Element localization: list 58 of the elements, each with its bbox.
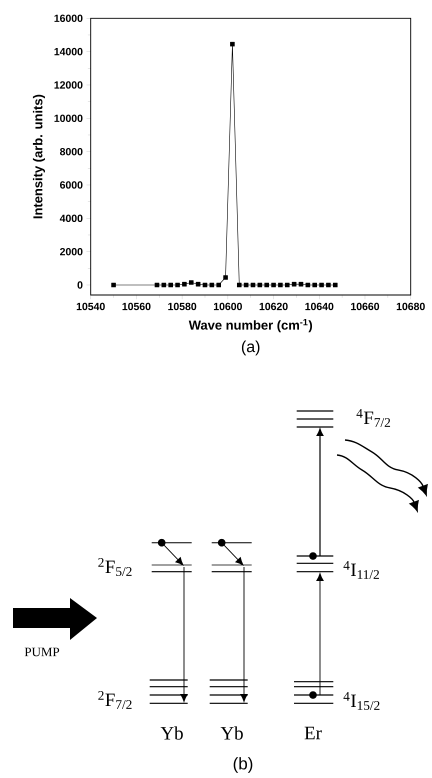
y-tick-label: 16000 [54, 14, 82, 22]
text: $^{2}$F$_{5/2}$ [98, 558, 132, 576]
y-axis-title: Intensity (arb. units) [32, 94, 45, 218]
y-tick-label: 0 [78, 281, 82, 289]
point [162, 282, 166, 288]
point [332, 282, 338, 288]
point [319, 282, 324, 288]
point [188, 280, 194, 285]
text: $^{4}$I$_{11/2}$ [343, 561, 379, 579]
point [284, 282, 290, 288]
x-tick-label: 10580 [168, 302, 196, 310]
x-tick-label: 10640 [305, 302, 334, 310]
y-tick-label: 8000 [60, 148, 82, 156]
point [236, 282, 242, 288]
point [306, 282, 310, 288]
x-tick-label: 10620 [260, 302, 288, 310]
point [111, 282, 116, 288]
text: Yb [160, 726, 183, 740]
x-tick-label: 10560 [122, 302, 151, 310]
y-tick-label: 12000 [54, 81, 82, 89]
x-axis-title: Wave number (cm$^{-1}$) [188, 319, 312, 332]
point [264, 282, 270, 288]
text: Yb [220, 726, 243, 740]
point [278, 282, 283, 288]
point [292, 282, 296, 286]
x-tick-label: 10540 [76, 302, 105, 310]
point [230, 42, 235, 46]
point [298, 282, 304, 286]
point [216, 282, 222, 288]
point [250, 282, 256, 288]
text: $^{4}$F$_{7/2}$ [356, 409, 390, 427]
point [258, 282, 262, 288]
y-tick-label: 14000 [54, 48, 82, 56]
point [223, 275, 228, 280]
point [168, 282, 174, 288]
point [210, 282, 214, 288]
point [271, 282, 276, 288]
text: Er [304, 726, 322, 740]
point [312, 282, 318, 288]
point [202, 282, 208, 288]
y-tick-label: 6000 [60, 181, 82, 189]
text: $^{2}$F$_{7/2}$ [98, 691, 132, 709]
text: (b) [234, 757, 252, 773]
point [175, 282, 180, 288]
point [244, 282, 248, 288]
text: $^{4}$I$_{15/2}$ [343, 692, 380, 710]
point [326, 282, 331, 288]
text: (a) [242, 340, 260, 356]
point [182, 282, 187, 286]
x-tick-label: 10600 [214, 302, 242, 310]
point [196, 282, 200, 286]
text: PUMP [24, 648, 60, 656]
x-tick-label: 10660 [351, 302, 380, 310]
x-tick-label: 10680 [396, 302, 425, 310]
point [154, 282, 160, 288]
y-tick-label: 10000 [54, 114, 82, 122]
y-tick-label: 2000 [60, 248, 82, 256]
y-tick-label: 4000 [60, 214, 82, 222]
